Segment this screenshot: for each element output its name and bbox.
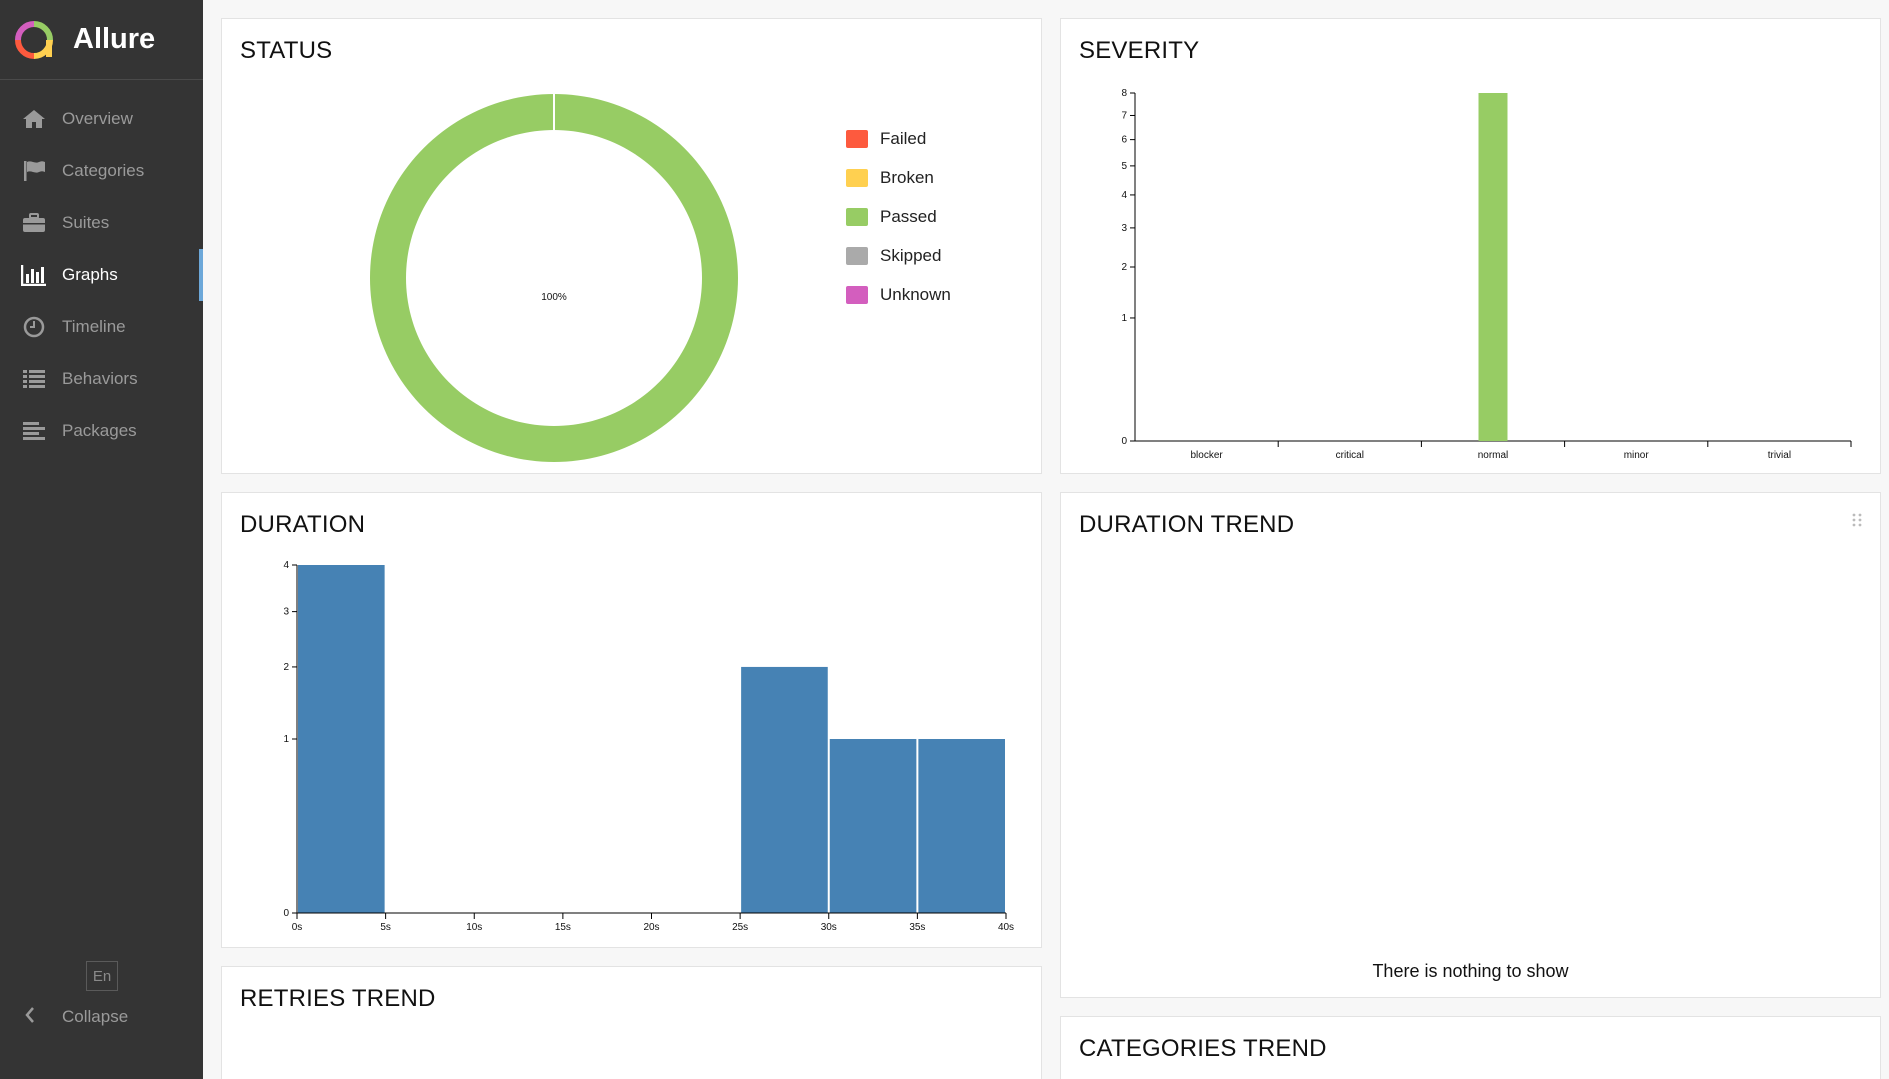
y-tick-label: 4 (1121, 190, 1127, 201)
sidebar-nav: Overview Categories Suites Graphs (0, 93, 203, 457)
sidebar-item-behaviors[interactable]: Behaviors (0, 353, 203, 405)
sidebar-item-label: Overview (62, 109, 133, 128)
home-icon (21, 107, 47, 131)
widget-title: DURATION TREND (1079, 511, 1295, 538)
list-icon (21, 367, 47, 391)
y-tick-label: 5 (1121, 161, 1127, 172)
severity-bar-chart: 0 1 2 3 4 5 6 7 8 blocker critical normal minor trivi… (1121, 88, 1852, 461)
x-tick-label: 5s (380, 922, 391, 933)
legend-swatch (846, 207, 868, 226)
x-tick-label: trivial (1768, 450, 1791, 461)
y-tick-label: 2 (283, 662, 289, 673)
legend-label: Skipped (880, 245, 942, 265)
y-tick-label: 1 (283, 734, 289, 745)
bar-25s-30s (741, 666, 828, 913)
legend-label: Broken (880, 167, 934, 187)
legend-item-passed[interactable]: Passed (846, 197, 951, 236)
bar-0s-5s (298, 565, 385, 913)
briefcase-icon (21, 211, 47, 235)
status-donut-chart: 100% (369, 94, 738, 462)
bar-chart-icon (21, 263, 47, 287)
y-tick-label: 7 (1121, 110, 1127, 121)
legend-item-broken[interactable]: Broken (846, 158, 951, 197)
sidebar-item-label: Categories (62, 161, 145, 180)
language-button[interactable]: En (86, 961, 118, 991)
align-left-icon (21, 419, 47, 443)
x-tick-label: 0s (292, 922, 303, 933)
legend-item-failed[interactable]: Failed (846, 119, 951, 158)
widget-title: SEVERITY (1079, 37, 1200, 64)
severity-widget: SEVERITY 0 1 2 3 4 5 6 7 8 blocker critical normal m… (1060, 18, 1881, 474)
status-legend: Failed Broken Passed Skipped Unknown (846, 119, 951, 314)
widget-title: RETRIES TREND (240, 985, 436, 1012)
legend-label: Unknown (880, 284, 951, 304)
legend-swatch (846, 285, 868, 304)
legend-item-unknown[interactable]: Unknown (846, 275, 951, 314)
widget-title: DURATION (240, 511, 366, 538)
categories-trend-widget: CATEGORIES TREND (1060, 1016, 1881, 1079)
x-tick-label: 40s (998, 922, 1014, 933)
bar-30s-35s (829, 739, 917, 913)
collapse-button[interactable]: Collapse (24, 1004, 128, 1030)
chevron-left-icon (24, 1006, 36, 1029)
sidebar-item-overview[interactable]: Overview (0, 93, 203, 145)
sidebar-item-label: Packages (62, 421, 137, 440)
y-tick-label: 2 (1121, 262, 1127, 273)
donut-center-label: 100% (541, 292, 567, 303)
sidebar-item-label: Behaviors (62, 369, 138, 388)
sidebar-item-timeline[interactable]: Timeline (0, 301, 203, 353)
y-tick-label: 0 (283, 908, 289, 919)
sidebar-item-suites[interactable]: Suites (0, 197, 203, 249)
sidebar-item-label: Suites (62, 213, 110, 232)
y-tick-label: 0 (1121, 436, 1127, 447)
x-tick-label: 30s (821, 922, 837, 933)
sidebar-item-label: Graphs (62, 265, 118, 284)
allure-logo-icon (15, 20, 53, 59)
app-title: Allure (73, 23, 156, 55)
duration-widget: DURATION 0 1 2 3 4 0s 5s 10s 15s 20s 25s 30s 35s 40s (221, 492, 1042, 948)
status-widget: STATUS 100% Failed Broken Passed Skipped… (221, 18, 1042, 474)
bar-35s-40s (918, 739, 1005, 913)
x-tick-label: blocker (1190, 450, 1223, 461)
clock-icon (21, 315, 47, 339)
sidebar-item-categories[interactable]: Categories (0, 145, 203, 197)
legend-swatch (846, 246, 868, 265)
x-tick-label: 15s (555, 922, 571, 933)
drag-handle-icon[interactable] (1852, 513, 1862, 534)
y-tick-label: 3 (1121, 223, 1127, 234)
brand[interactable]: Allure (0, 0, 203, 80)
widget-title: STATUS (240, 37, 333, 64)
flag-icon (21, 159, 47, 183)
legend-label: Failed (880, 128, 927, 148)
sidebar-item-graphs[interactable]: Graphs (0, 249, 203, 301)
sidebar-item-label: Timeline (62, 317, 126, 336)
y-tick-label: 1 (1121, 313, 1127, 324)
bar-normal (1478, 93, 1508, 441)
y-tick-label: 6 (1121, 135, 1127, 146)
donut-slice-passed (369, 94, 738, 462)
sidebar-item-packages[interactable]: Packages (0, 405, 203, 457)
x-tick-label: 10s (466, 922, 482, 933)
x-tick-label: critical (1336, 450, 1364, 461)
x-tick-label: 35s (909, 922, 925, 933)
x-tick-label: minor (1624, 450, 1650, 461)
y-tick-label: 3 (283, 607, 289, 618)
legend-label: Passed (880, 206, 937, 226)
sidebar: Allure Overview Categories Suites (0, 0, 203, 1079)
x-tick-label: 25s (732, 922, 748, 933)
x-tick-label: normal (1478, 450, 1509, 461)
collapse-label: Collapse (62, 1007, 129, 1026)
empty-state-message: There is nothing to show (1372, 961, 1569, 981)
legend-swatch (846, 129, 868, 148)
y-tick-label: 8 (1121, 88, 1127, 99)
y-tick-label: 4 (283, 560, 289, 571)
legend-item-skipped[interactable]: Skipped (846, 236, 951, 275)
x-tick-label: 20s (643, 922, 659, 933)
duration-trend-widget: DURATION TREND There is nothing to show (1060, 492, 1881, 998)
retries-trend-widget: RETRIES TREND (221, 966, 1042, 1079)
widget-title: CATEGORIES TREND (1079, 1035, 1327, 1062)
legend-swatch (846, 168, 868, 187)
